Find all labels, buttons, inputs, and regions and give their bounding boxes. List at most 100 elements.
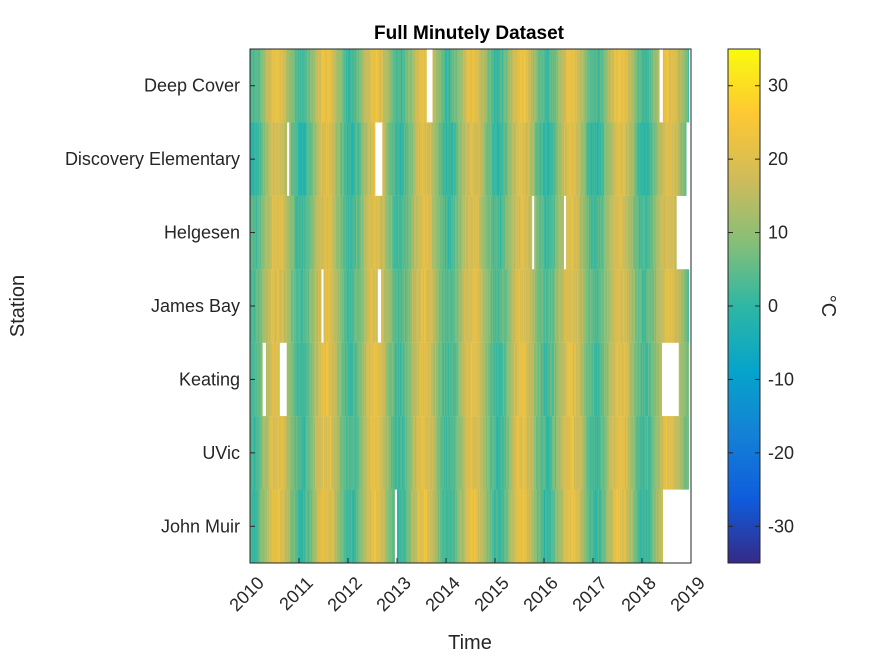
heatmap-cell bbox=[624, 269, 626, 343]
heatmap-cell bbox=[281, 195, 283, 270]
heatmap-cell bbox=[418, 416, 420, 490]
heatmap-cell bbox=[589, 195, 591, 270]
heatmap-cell bbox=[518, 195, 520, 270]
heatmap-cell bbox=[624, 195, 626, 270]
heatmap-cell bbox=[483, 416, 485, 490]
heatmap-cell bbox=[294, 195, 296, 270]
heatmap-cell bbox=[634, 49, 636, 123]
heatmap-cell bbox=[631, 195, 633, 270]
heatmap-cell bbox=[392, 122, 394, 196]
heatmap-cell bbox=[541, 122, 543, 196]
heatmap-cell bbox=[600, 122, 602, 196]
heatmap-cell bbox=[262, 49, 264, 123]
heatmap-cell bbox=[660, 416, 662, 490]
heatmap-cell bbox=[405, 489, 407, 563]
heatmap-cell bbox=[292, 195, 294, 270]
heatmap-cell bbox=[256, 489, 258, 563]
heatmap-cell bbox=[305, 342, 307, 417]
heatmap-cell bbox=[278, 416, 280, 490]
heatmap-cell bbox=[286, 269, 288, 343]
heatmap-cell bbox=[599, 342, 601, 417]
heatmap-cell bbox=[546, 269, 548, 343]
heatmap-cell bbox=[384, 269, 386, 343]
heatmap-cell bbox=[581, 342, 583, 417]
heatmap-cell bbox=[373, 195, 375, 270]
heatmap-cell bbox=[272, 342, 274, 417]
heatmap-cell bbox=[655, 195, 657, 270]
heatmap-cell bbox=[659, 122, 661, 196]
heatmap-cell bbox=[559, 342, 561, 417]
heatmap-cell bbox=[420, 416, 422, 490]
heatmap-cell bbox=[357, 416, 359, 490]
heatmap-cell bbox=[551, 416, 553, 490]
heatmap-cell bbox=[683, 49, 685, 123]
heatmap-cell bbox=[409, 122, 411, 196]
heatmap-cell bbox=[661, 416, 663, 490]
heatmap-cell bbox=[452, 342, 454, 417]
heatmap-cell bbox=[355, 416, 357, 490]
heatmap-cell bbox=[673, 122, 675, 196]
heatmap-cell bbox=[344, 49, 346, 123]
heatmap-cell bbox=[340, 342, 342, 417]
heatmap-cell bbox=[327, 122, 329, 196]
heatmap-cell bbox=[264, 49, 266, 123]
heatmap-cell bbox=[272, 122, 274, 196]
heatmap-cell bbox=[605, 342, 607, 417]
heatmap-cell bbox=[392, 416, 394, 490]
heatmap-cell bbox=[416, 342, 418, 417]
heatmap-cell bbox=[675, 416, 677, 490]
heatmap-cell bbox=[318, 49, 320, 123]
heatmap-cell bbox=[366, 342, 368, 417]
heatmap-cell bbox=[268, 269, 270, 343]
heatmap-cell bbox=[415, 416, 417, 490]
heatmap-cell bbox=[577, 195, 579, 270]
heatmap-cell bbox=[349, 195, 351, 270]
heatmap-cell bbox=[305, 269, 307, 343]
heatmap-cell bbox=[586, 269, 588, 343]
heatmap-cell bbox=[365, 269, 367, 343]
heatmap-cell bbox=[551, 195, 553, 270]
heatmap-cell bbox=[270, 489, 272, 563]
heatmap-cell bbox=[385, 342, 387, 417]
heatmap-cell bbox=[306, 122, 308, 196]
heatmap-cell bbox=[324, 49, 326, 123]
heatmap-cell bbox=[453, 489, 455, 563]
heatmap-cell bbox=[572, 49, 574, 123]
heatmap-cell bbox=[523, 122, 525, 196]
heatmap-cell bbox=[552, 489, 554, 563]
heatmap-cell bbox=[542, 49, 544, 123]
heatmap-cell bbox=[667, 416, 669, 490]
heatmap-cell bbox=[326, 195, 328, 270]
heatmap-cell bbox=[526, 269, 528, 343]
heatmap-cell bbox=[515, 195, 517, 270]
heatmap-cell bbox=[547, 416, 549, 490]
heatmap-cell bbox=[450, 195, 452, 270]
heatmap-cell bbox=[400, 489, 402, 563]
heatmap-cell bbox=[517, 489, 519, 563]
heatmap-cell bbox=[272, 342, 274, 417]
heatmap-cell bbox=[365, 342, 367, 417]
heatmap-cell bbox=[533, 489, 535, 563]
heatmap-cell bbox=[494, 416, 496, 490]
x-tick-label: 2016 bbox=[519, 573, 561, 615]
heatmap-cell bbox=[658, 122, 660, 196]
heatmap-cell bbox=[513, 416, 515, 490]
heatmap-cell bbox=[575, 49, 577, 123]
y-tick-label: Helgesen bbox=[164, 223, 240, 243]
heatmap-cell bbox=[393, 489, 395, 563]
heatmap-cell bbox=[374, 489, 376, 563]
heatmap-cell bbox=[471, 122, 473, 196]
heatmap-cell bbox=[480, 416, 482, 490]
heatmap-cell bbox=[423, 416, 425, 490]
heatmap-cell bbox=[294, 342, 296, 417]
heatmap-cell bbox=[521, 195, 523, 270]
heatmap-cell bbox=[607, 489, 609, 563]
heatmap-cell bbox=[342, 489, 344, 563]
heatmap-cell bbox=[461, 416, 463, 490]
heatmap-cell bbox=[466, 195, 468, 270]
heatmap-cell bbox=[325, 195, 327, 270]
heatmap-cell bbox=[354, 122, 356, 196]
heatmap-cell bbox=[439, 416, 441, 490]
x-axis-ticks: 2010 2011 2012 2013 2014 2015 2016 2017 2018 2019 bbox=[225, 558, 709, 615]
heatmap-cell bbox=[358, 49, 360, 123]
